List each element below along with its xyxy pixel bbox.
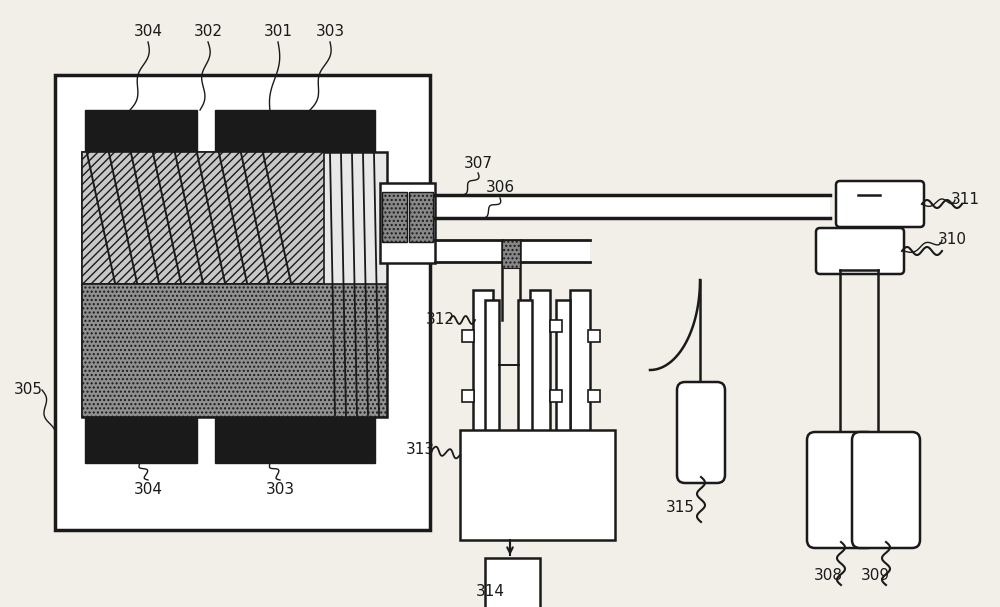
Text: 304: 304 [134, 483, 162, 498]
Bar [382, 192, 407, 242]
Text: 303: 303 [265, 483, 295, 498]
FancyBboxPatch shape [807, 432, 875, 548]
Text: 314: 314 [476, 585, 505, 600]
FancyBboxPatch shape [677, 382, 725, 483]
Text: 313: 313 [405, 443, 435, 458]
Text: 302: 302 [194, 24, 222, 39]
Bar [570, 290, 590, 440]
Text: 307: 307 [464, 155, 492, 171]
Bar [485, 300, 499, 435]
Bar [460, 430, 615, 540]
Text: 305: 305 [14, 382, 42, 398]
Bar [380, 183, 435, 263]
Text: 312: 312 [426, 313, 454, 328]
Bar [409, 192, 433, 242]
Bar [215, 110, 375, 155]
Bar [82, 152, 387, 417]
FancyBboxPatch shape [816, 228, 904, 274]
Bar [556, 300, 570, 435]
Bar [550, 390, 562, 402]
Bar [530, 290, 550, 440]
FancyBboxPatch shape [852, 432, 920, 548]
Text: 303: 303 [315, 24, 345, 39]
Bar [82, 284, 387, 417]
Bar [473, 290, 493, 440]
Text: 308: 308 [814, 568, 842, 583]
Bar [55, 75, 430, 530]
Bar [85, 110, 197, 155]
Bar [588, 390, 600, 402]
Text: 309: 309 [860, 568, 890, 583]
Bar [550, 320, 562, 332]
Text: 304: 304 [134, 24, 162, 39]
Bar [462, 390, 474, 402]
Text: 301: 301 [264, 24, 292, 39]
Text: 310: 310 [938, 232, 966, 248]
Bar [215, 415, 375, 463]
Text: 306: 306 [485, 180, 515, 195]
FancyBboxPatch shape [836, 181, 924, 227]
Bar [485, 558, 540, 607]
Bar [82, 152, 324, 284]
Bar [588, 330, 600, 342]
Bar [85, 415, 197, 463]
Bar [502, 240, 520, 268]
Bar [435, 196, 830, 217]
Text: 311: 311 [950, 192, 980, 208]
Bar [518, 300, 532, 435]
Bar [435, 241, 590, 262]
Text: 315: 315 [666, 501, 694, 515]
Bar [462, 330, 474, 342]
